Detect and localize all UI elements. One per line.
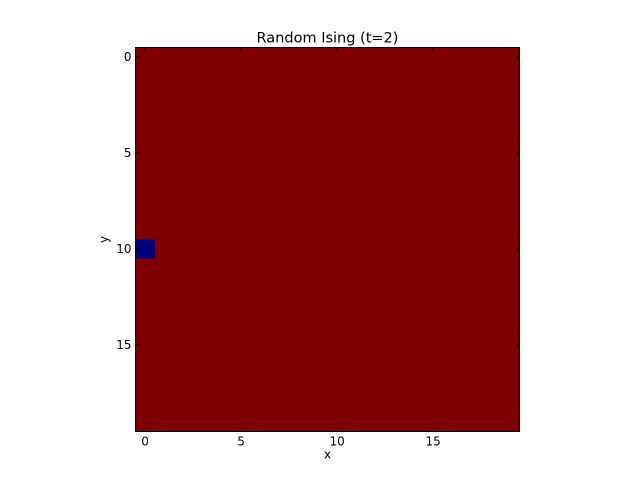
x-tick-label: 0 — [141, 435, 149, 449]
y-tick-label: 15 — [116, 338, 131, 352]
heatmap-background-cells — [135, 47, 520, 432]
chart-title: Random Ising (t=2) — [257, 31, 399, 47]
y-axis-label: y — [97, 236, 111, 243]
x-tick-label: 15 — [425, 435, 440, 449]
x-tick-label: 10 — [329, 435, 344, 449]
axes-frame — [135, 47, 520, 432]
y-tick-label: 0 — [124, 50, 132, 64]
axis-ticks: 0 5 10 15 0 5 10 15 — [116, 47, 520, 449]
x-axis-label: x — [324, 448, 331, 462]
heatmap-cells — [135, 47, 520, 432]
y-tick-label: 10 — [116, 242, 131, 256]
x-tick-label: 5 — [237, 435, 245, 449]
y-tick-label: 5 — [124, 146, 132, 160]
heatmap-cell — [135, 239, 155, 259]
